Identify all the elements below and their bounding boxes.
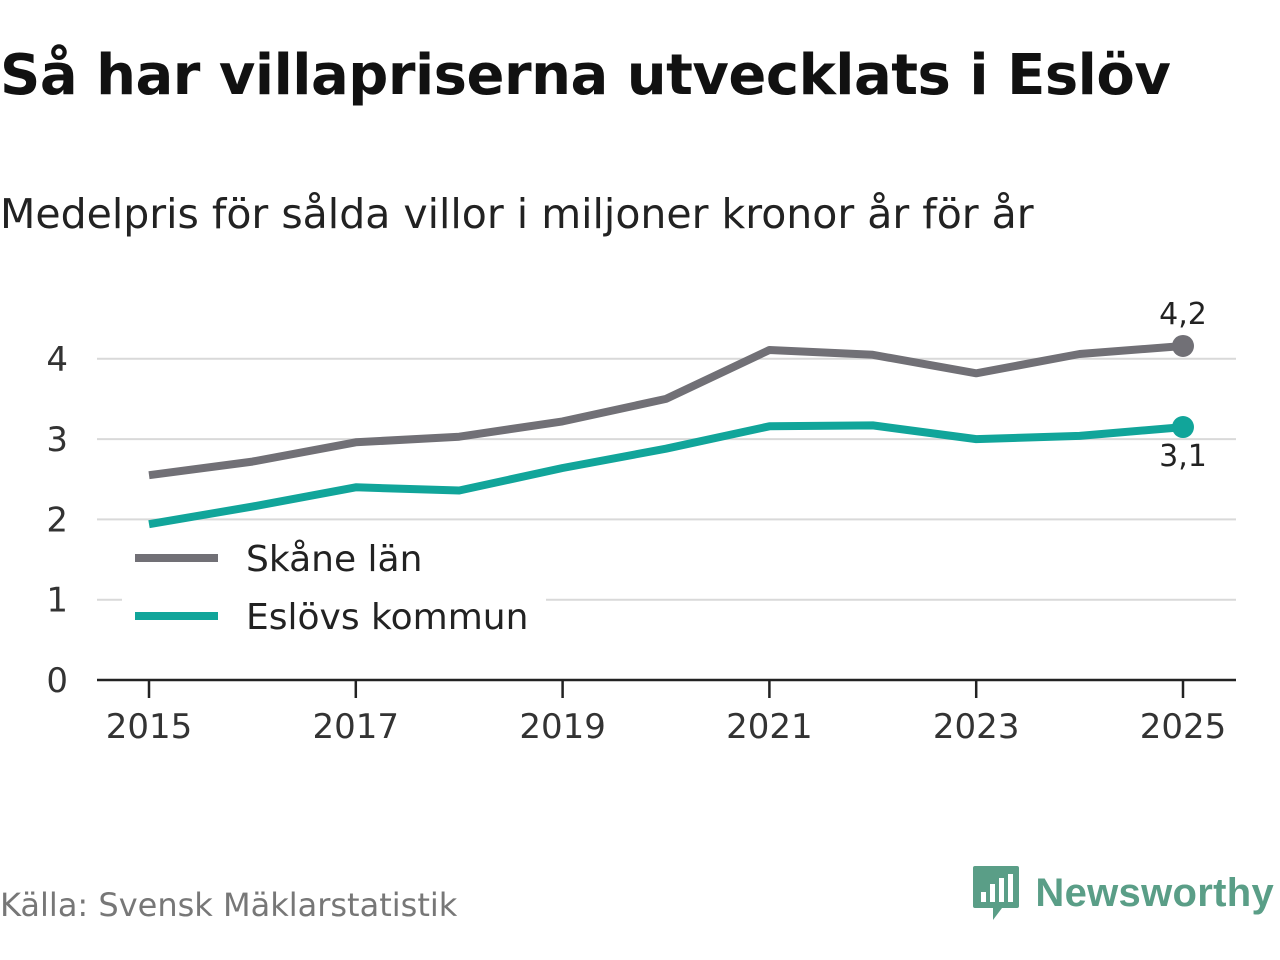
legend: Skåne län Eslövs kommun [122,530,546,648]
source-note: Källa: Svensk Mäklarstatistik [0,886,458,924]
series-lines [148,334,1194,529]
x-tick-label: 2019 [519,707,606,747]
y-tick-label: 4 [46,340,68,380]
x-tick-label: 2025 [1140,707,1227,747]
x-tick-label: 2021 [726,707,813,747]
x-tick-label: 2015 [106,707,193,747]
end-value-label-eslov: 3,1 [1159,439,1207,474]
y-tick-label: 0 [46,661,68,701]
chart-subtitle: Medelpris för sålda villor i miljoner kr… [0,190,1034,238]
x-tick-label: 2023 [933,707,1020,747]
legend-label-skane: Skåne län [246,539,422,580]
end-value-label-skane: 4,2 [1159,297,1207,332]
chart-title: Så har villapriserna utvecklats i Eslöv [0,43,1171,108]
x-tick-label: 2017 [313,707,400,747]
series-line-skane [148,342,1184,480]
y-tick-label: 3 [46,420,68,460]
legend-label-eslov: Eslövs kommun [246,597,528,638]
data-labels: 4,2 3,1 [1159,297,1207,474]
end-point-eslov [1172,416,1194,439]
brand-logo: Newsworthy [971,864,1274,922]
axes: 0 1 2 3 4 2015 2017 2019 2021 2023 2025 [46,340,1236,747]
y-tick-label: 1 [46,581,68,621]
newsworthy-logo-icon [973,866,1020,920]
series-line-eslov [148,421,1184,529]
y-tick-label: 2 [46,500,68,540]
brand-name: Newsworthy [1035,870,1274,915]
end-point-skane [1172,334,1194,357]
